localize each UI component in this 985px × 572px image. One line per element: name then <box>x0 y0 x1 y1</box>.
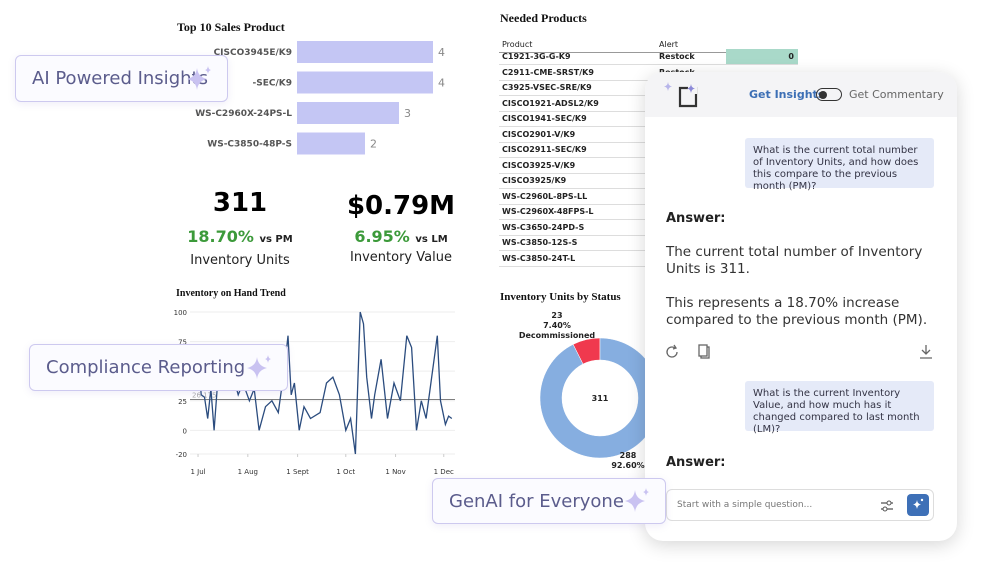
x-tick-label: 1 Oct <box>336 468 355 476</box>
user-question: What is the current Inventory Value, and… <box>745 381 934 435</box>
bar <box>297 41 433 63</box>
toggle-on-label[interactable]: Get Insights <box>749 88 825 101</box>
toggle-switch[interactable] <box>816 88 842 101</box>
answer-label: Answer: <box>666 455 726 470</box>
kpi-label: Inventory Units <box>190 253 290 268</box>
answer-text: This represents a 18.70% increase compar… <box>666 295 928 328</box>
data-label: 288 <box>620 451 637 460</box>
bar <box>297 71 433 94</box>
product-cell: CISCO1941-SEC/K9 <box>502 114 587 123</box>
bar-label: -SEC/K9 <box>253 79 293 89</box>
donut-title: Inventory Units by Status <box>500 291 621 303</box>
settings-icon[interactable] <box>879 498 895 514</box>
kpi-change: 6.95% vs LM <box>321 227 481 246</box>
badge-text: AI Powered Insights <box>32 68 208 89</box>
bar-title: Top 10 Sales Product <box>177 20 285 34</box>
value-label: 2 <box>370 138 377 151</box>
bar <box>297 102 399 124</box>
product-cell: CISCO2911-SEC/K9 <box>502 145 587 154</box>
column-header: Product <box>502 40 533 49</box>
input-placeholder: Start with a simple question... <box>677 500 813 510</box>
product-cell: C2911-CME-SRST/K9 <box>502 67 594 77</box>
kpi-comparison: vs LM <box>415 234 448 245</box>
y-tick-label: 25 <box>178 398 187 406</box>
count-cell: 0 <box>726 49 798 64</box>
sparkle-icon <box>247 354 271 379</box>
x-tick-label: 1 Sept <box>286 468 309 476</box>
product-cell: C3925-VSEC-SRE/K9 <box>502 83 592 92</box>
chat-input[interactable]: Start with a simple question... <box>666 489 934 521</box>
app-icon <box>664 82 698 108</box>
kpi-value: $0.79M <box>346 191 456 221</box>
percent-label: 92.60% <box>611 461 644 470</box>
product-cell: C1921-3G-G-K9 <box>502 52 571 61</box>
x-tick-label: 1 Dec <box>434 468 454 476</box>
answer-text: The current total number of Inventory Un… <box>666 244 923 277</box>
product-cell: CISCO1921-ADSL2/K9 <box>502 98 599 108</box>
download-icon[interactable] <box>918 344 934 360</box>
alert-cell: Restock <box>659 52 695 61</box>
column-header: Alert <box>659 40 679 49</box>
bar-label: WS-C3850-48P-S <box>207 140 292 150</box>
badge-text: GenAI for Everyone <box>449 490 624 512</box>
line-title: Inventory on Hand Trend <box>176 288 286 299</box>
send-button[interactable] <box>907 494 929 516</box>
data-label: 23 <box>551 311 562 320</box>
product-cell: CISCO3925/K9 <box>502 176 567 185</box>
product-cell: WS-C2960X-48FPS-L <box>502 207 594 216</box>
donut-total: 311 <box>592 394 609 403</box>
y-tick-label: 100 <box>174 309 187 317</box>
category-label: Decommissioned <box>519 331 596 340</box>
x-tick-label: 1 Aug <box>238 468 258 476</box>
product-cell: WS-C2960L-8PS-LL <box>502 191 588 201</box>
feature-badge: Compliance Reporting <box>29 344 288 391</box>
value-label: 4 <box>438 77 445 90</box>
reference-label: 26.175 <box>192 391 217 399</box>
bar-label: CISCO3945E/K9 <box>214 48 292 58</box>
toggle-off-label[interactable]: Get Commentary <box>849 88 944 101</box>
table-header: Product Alert <box>499 37 798 53</box>
feature-badge: GenAI for Everyone <box>432 478 666 524</box>
kpi-value: 311 <box>212 188 268 218</box>
percent-label: 7.40% <box>543 321 571 330</box>
sparkle-icon <box>625 488 649 512</box>
value-label: 4 <box>438 46 445 59</box>
table-row: C1921-3G-G-K9 Restock 0 <box>499 49 798 65</box>
product-cell: CISCO3925-V/K9 <box>502 160 576 170</box>
product-cell: WS-C3650-24PD-S <box>502 222 585 232</box>
donut-segment <box>539 337 660 459</box>
kpi-change-text: 18.70% <box>187 227 254 246</box>
product-cell: WS-C3850-12S-S <box>502 238 578 247</box>
kpi-label: Inventory Value <box>350 250 452 265</box>
kpi-comparison: vs PM <box>259 234 293 245</box>
y-tick-label: 0 <box>183 427 187 435</box>
value-label: 3 <box>404 107 411 120</box>
answer-label: Answer: <box>666 211 726 226</box>
x-tick-label: 1 Jul <box>190 468 205 476</box>
bar-chart: CISCO3945E/K9 4 -SEC/K9 4 WS-C2960X-24PS-L 3 W… <box>195 41 445 155</box>
kpi-change-text: 6.95% <box>354 227 410 246</box>
answer-actions[interactable] <box>665 344 715 360</box>
y-tick-label: 75 <box>178 339 187 347</box>
table-title: Needed Products <box>500 11 587 25</box>
bar <box>297 132 365 155</box>
product-cell: WS-C3850-24T-L <box>502 253 576 263</box>
x-tick-label: 1 Nov <box>385 468 405 476</box>
bar-label: WS-C2960X-24PS-L <box>195 109 292 119</box>
badge-text: Compliance Reporting <box>46 357 246 378</box>
user-question: What is the current total number of Inve… <box>745 138 934 192</box>
y-tick-label: -20 <box>176 451 187 459</box>
feature-badge: AI Powered Insights <box>15 55 228 102</box>
product-cell: CISCO2901-V/K9 <box>502 129 576 139</box>
kpi-change: 18.70% vs PM <box>160 227 320 246</box>
sparkle-icon <box>187 65 211 90</box>
